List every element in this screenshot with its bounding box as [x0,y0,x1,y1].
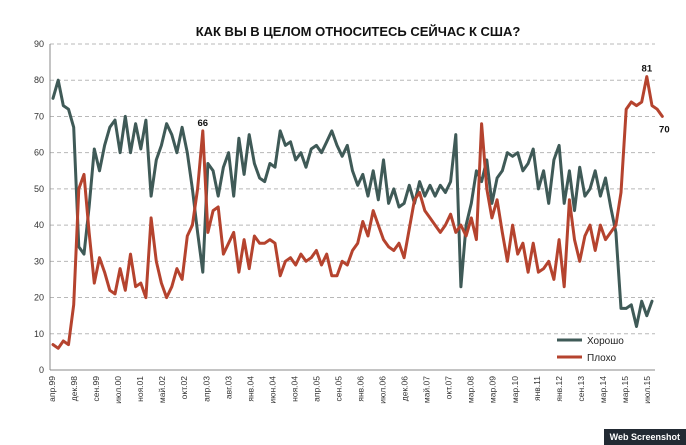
x-tick-label: сен.13 [576,376,586,402]
annotation-layer: 66 81 70 [197,64,669,136]
legend-label-good: Хорошо [587,336,624,347]
y-tick-label: 10 [34,329,44,339]
x-tick-label: мар.09 [488,376,498,403]
x-tick-label: янв.06 [356,376,366,402]
watermark-badge: Web Screenshot [603,429,686,445]
x-tick-label: ноя.01 [135,376,145,402]
x-tick-label: июл.00 [113,376,123,404]
x-tick-label: дек.06 [400,376,410,401]
y-tick-label: 40 [34,220,44,230]
series-line-good [51,78,654,328]
y-tick-label: 70 [34,111,44,121]
y-tick-label: 60 [34,148,44,158]
x-tick-label: июл.06 [378,376,388,404]
y-tick-label: 30 [34,256,44,266]
x-tick-label: окт.02 [179,376,189,400]
x-tick-label: янв.04 [245,376,255,402]
x-tick-label: сен.05 [333,376,343,402]
x-tick-label: апр.05 [311,376,321,402]
x-tick-label: мар.10 [510,376,520,403]
x-tick-label: май.02 [157,376,167,403]
grid-layer [49,43,655,371]
x-tick-label: мар.15 [620,376,630,403]
x-axis-ticks: апр.99 дек.98 сен.99 июл.00 ноя.01 май.02 окт.… [47,376,652,404]
x-tick-label: дек.98 [69,376,79,401]
y-tick-label: 50 [34,184,44,194]
legend-label-bad: Плохо [587,353,616,364]
series-layer [51,75,664,350]
x-tick-label: апр.03 [201,376,211,402]
series-line-bad [51,75,664,350]
x-tick-label: янв.12 [554,376,564,402]
x-tick-label: ноя.04 [289,376,299,402]
y-tick-label: 80 [34,75,44,85]
x-tick-label: янв.11 [532,376,542,401]
annotation-label: 81 [642,64,653,75]
y-tick-label: 90 [34,39,44,49]
y-tick-label: 20 [34,293,44,303]
y-tick-label: 0 [39,365,44,375]
annotation-label: 70 [659,124,670,135]
x-tick-label: июн.04 [267,376,277,404]
x-tick-label: сен.99 [91,376,101,402]
x-tick-label: мар.08 [466,376,476,403]
x-tick-label: июл.15 [642,376,652,404]
x-tick-label: мар.14 [598,376,608,403]
chart-title: КАК ВЫ В ЦЕЛОМ ОТНОСИТЕСЬ СЕЙЧАС К США? [196,24,521,39]
annotation-label: 66 [197,118,208,129]
x-tick-label: апр.99 [47,376,57,402]
x-tick-label: авг.03 [223,376,233,399]
x-tick-label: окт.07 [444,376,454,400]
x-tick-label: май.07 [422,376,432,403]
y-axis-ticks: 0 10 20 30 40 50 60 70 80 90 [34,39,44,375]
legend: Хорошо Плохо [557,336,624,364]
